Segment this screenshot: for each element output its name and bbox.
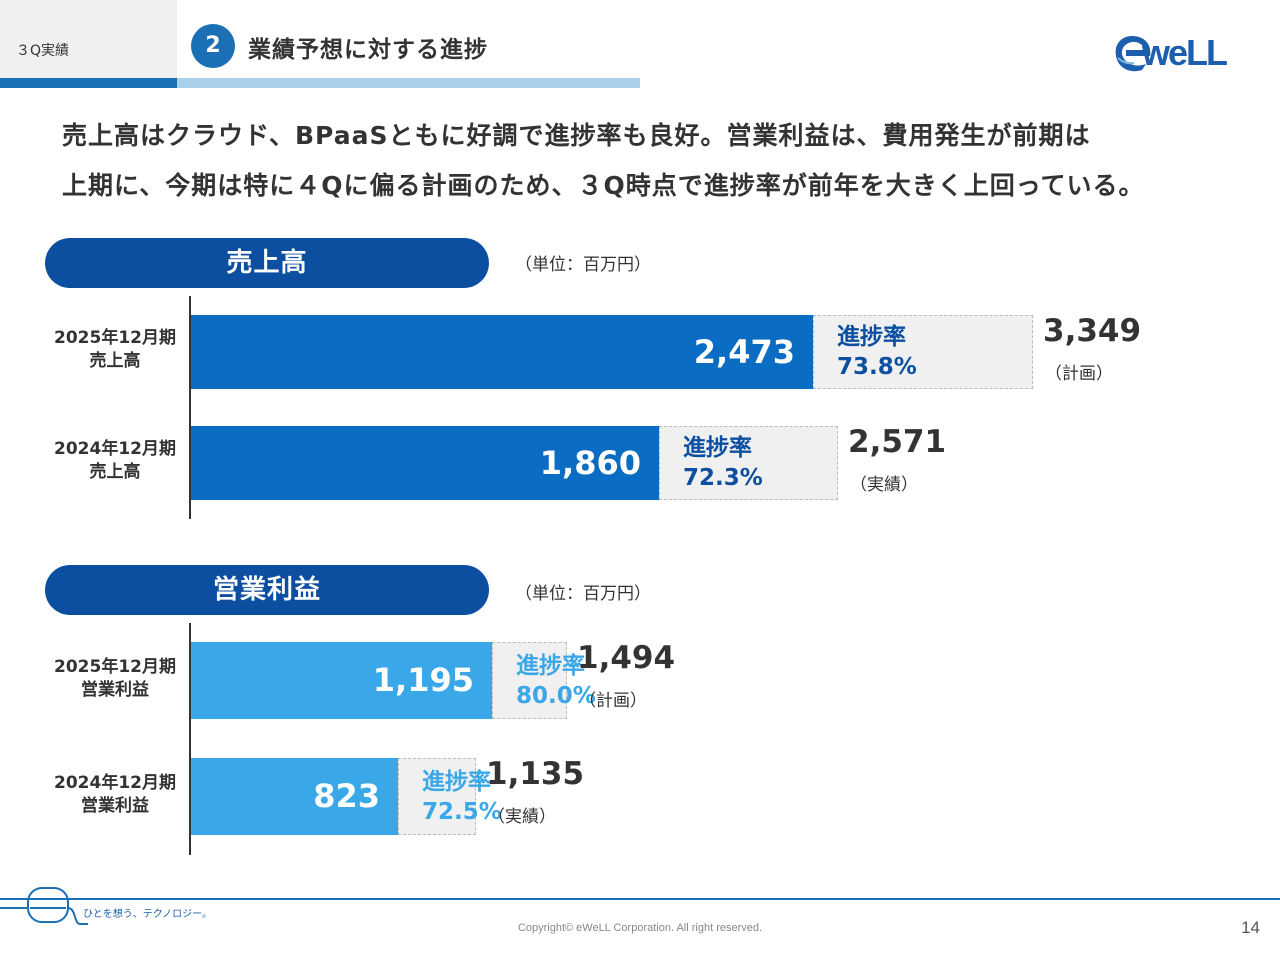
header-underline-light xyxy=(177,78,640,88)
section-pill-sales: 売上高 xyxy=(45,238,489,288)
axis-line-op xyxy=(189,623,191,855)
row-label-sales-1: 2024年12月期 売上高 xyxy=(40,438,190,484)
total-note: （実績） xyxy=(850,475,918,495)
bar-actual: 1,195 xyxy=(191,642,492,719)
progress-rate-value: 73.8% xyxy=(837,354,917,380)
unit-label-op: （単位：百万円） xyxy=(515,584,651,604)
progress-rate-value: 72.3% xyxy=(683,465,763,491)
row-label-metric: 売上高 xyxy=(89,351,141,371)
logo-text: weLL xyxy=(1142,32,1228,73)
footer-line xyxy=(0,898,1280,900)
header-underline xyxy=(0,78,177,88)
progress-rate-title: 進捗率 xyxy=(516,653,585,679)
unit-label-sales: （単位：百万円） xyxy=(515,255,651,275)
bar-actual: 1,860 xyxy=(191,426,659,500)
step-badge: 2 xyxy=(191,24,235,68)
section-label: ３Q実績 xyxy=(16,43,70,59)
total-note: （計画） xyxy=(1045,364,1113,384)
total-value: 1,135 xyxy=(486,756,585,792)
row-label-period: 2024年12月期 xyxy=(54,773,176,793)
intro-line-1: 売上高はクラウド、BPaaSともに好調で進捗率も良好。営業利益は、費用発生が前期… xyxy=(62,121,1091,150)
page-title: 業績予想に対する進捗 xyxy=(248,37,488,63)
bar-remaining xyxy=(492,642,567,719)
bar-remaining xyxy=(813,315,1033,389)
row-label-sales-0: 2025年12月期 売上高 xyxy=(40,327,190,373)
page-number: 14 xyxy=(1241,918,1260,937)
row-label-metric: 営業利益 xyxy=(81,796,149,816)
row-label-op-1: 2024年12月期 営業利益 xyxy=(40,772,190,818)
total-note: （計画） xyxy=(579,691,647,711)
total-value: 3,349 xyxy=(1043,313,1142,349)
progress-rate-value: 80.0% xyxy=(516,683,596,709)
progress-rate-title: 進捗率 xyxy=(422,769,491,795)
section-pill-op: 営業利益 xyxy=(45,565,489,615)
progress-rate-title: 進捗率 xyxy=(837,324,906,350)
row-label-period: 2025年12月期 xyxy=(54,657,176,677)
row-label-op-0: 2025年12月期 営業利益 xyxy=(40,656,190,702)
row-label-metric: 営業利益 xyxy=(81,680,149,700)
intro-line-2: 上期に、今期は特に４Qに偏る計画のため、３Q時点で進捗率が前年を大きく上回ってい… xyxy=(62,171,1145,200)
ewell-logo: weLL xyxy=(1112,24,1242,80)
footer-tagline: ひとを想う、テクノロジー。 xyxy=(83,909,212,920)
row-label-period: 2025年12月期 xyxy=(54,328,176,348)
bar-actual: 823 xyxy=(191,758,398,835)
section-tab: ３Q実績 xyxy=(0,0,177,88)
copyright: Copyright© eWeLL Corporation. All right … xyxy=(517,922,763,934)
total-value: 1,494 xyxy=(577,640,676,676)
bar-actual: 2,473 xyxy=(191,315,813,389)
bar-remaining xyxy=(659,426,838,500)
axis-line-sales xyxy=(189,296,191,519)
progress-rate-value: 72.5% xyxy=(422,799,502,825)
footer-mark-icon xyxy=(0,887,88,925)
row-label-metric: 売上高 xyxy=(89,462,141,482)
total-value: 2,571 xyxy=(848,424,947,460)
bar-remaining xyxy=(398,758,476,835)
total-note: （実績） xyxy=(488,807,556,827)
row-label-period: 2024年12月期 xyxy=(54,439,176,459)
progress-rate-title: 進捗率 xyxy=(683,435,752,461)
globe-icon xyxy=(1115,36,1151,72)
